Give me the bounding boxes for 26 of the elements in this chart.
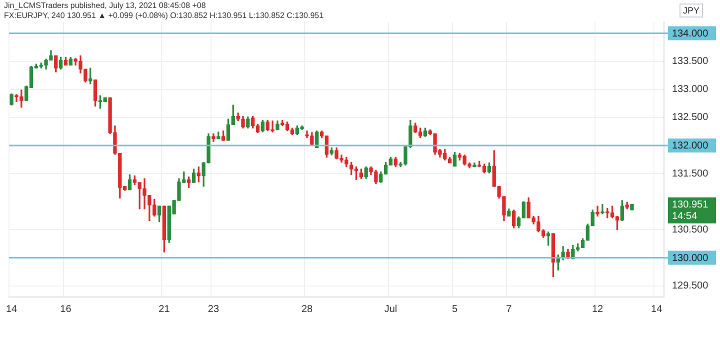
y-tick-label: 132.500: [672, 112, 709, 124]
y-tick-label: 133.500: [672, 56, 709, 68]
x-tick-label: 14: [651, 304, 663, 315]
x-tick-label: Jul: [384, 304, 398, 315]
candlestick: [596, 206, 600, 217]
chart-subtitle: FX:EURJPY, 240 130.951 ▲ +0.099 (+0.08%) O:130.852 H:130.951 L:130.852 C:130.951: [4, 11, 324, 21]
y-tick-label: 131.500: [672, 168, 709, 180]
x-tick-label: 23: [208, 304, 220, 315]
ref-line-label: 130.000: [672, 252, 709, 264]
x-tick-label: 5: [452, 304, 458, 315]
ref-line-label: 134.000: [672, 28, 709, 40]
text: 14:54: [672, 211, 698, 222]
x-tick-label: 21: [158, 304, 170, 315]
text: 130.951: [672, 200, 709, 211]
x-tick-label: 12: [592, 304, 604, 315]
y-tick-label: 130.500: [672, 224, 709, 236]
x-tick-label: 7: [506, 304, 512, 315]
y-tick-label: 129.500: [672, 280, 709, 292]
y-tick-label: 133.000: [672, 84, 709, 96]
candlestick: [600, 204, 604, 214]
y-axis-title: JPY: [683, 5, 700, 16]
ref-line-label: 132.000: [672, 140, 709, 152]
chart-title: Jin_LCMSTraders published, July 13, 2021 08:45:08 +08: [4, 1, 207, 11]
x-tick-label: 14: [6, 304, 18, 315]
x-tick-label: 28: [301, 304, 314, 315]
x-tick-label: 16: [60, 304, 72, 315]
